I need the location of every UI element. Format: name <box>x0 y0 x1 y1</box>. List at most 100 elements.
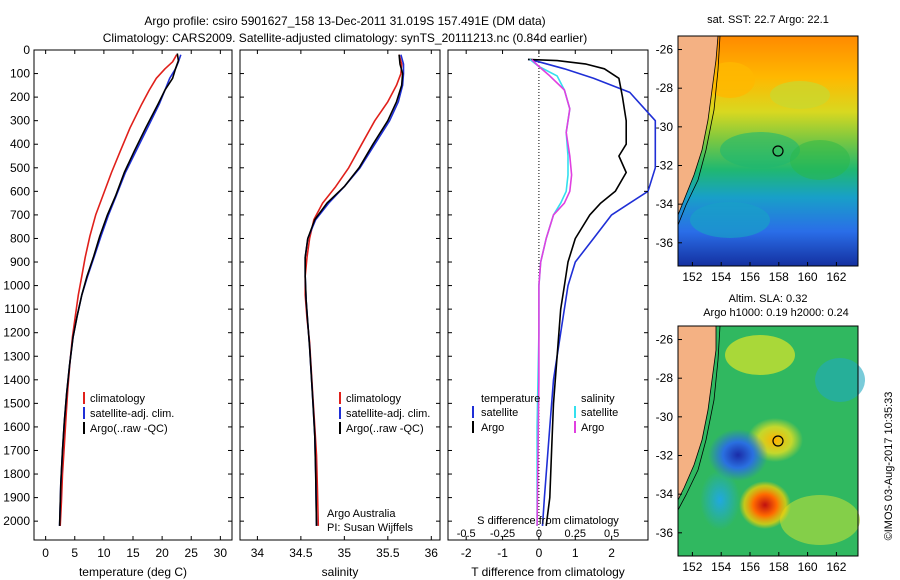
salinity-panel <box>239 49 441 541</box>
sla-map: Altim. SLA: 0.32 Argo h1000: 0.19 h2000:… <box>656 293 865 574</box>
x-tick-label: -2 <box>461 546 472 560</box>
salinity-legend: climatology satellite-adj. clim. Argo(..… <box>327 392 430 534</box>
sla-map-title-1: Altim. SLA: 0.32 <box>729 293 808 305</box>
map-lat-label: -36 <box>656 526 674 540</box>
x-tick-label: 30 <box>214 546 228 560</box>
difference-legend: temperature salinity satellite Argo sate… <box>472 393 618 434</box>
series-line <box>59 54 178 526</box>
map-lat-label: -32 <box>656 158 674 172</box>
legend-header-salinity: salinity <box>581 393 615 405</box>
legend-climatology: climatology <box>90 393 146 405</box>
map-lat-label: -28 <box>656 371 674 385</box>
x-tick-label: 2 <box>608 546 615 560</box>
x-tick-label: 34 <box>251 546 265 560</box>
annotation-argo-australia: Argo Australia <box>327 508 396 520</box>
series-line <box>527 58 628 527</box>
temperature-xlabel: temperature (deg C) <box>79 565 187 579</box>
map-lat-label: -26 <box>656 333 674 347</box>
legend-s-satellite: satellite <box>581 407 618 419</box>
x-tick-label: 10 <box>97 546 111 560</box>
depth-tick-label: 300 <box>10 114 30 128</box>
depth-tick-label: 800 <box>10 231 30 245</box>
map-lon-label: 152 <box>682 560 702 574</box>
map-lon-label: 152 <box>682 270 702 284</box>
s-tick-label: 0.5 <box>604 528 619 540</box>
depth-tick-label: 600 <box>10 184 30 198</box>
depth-tick-label: 1500 <box>3 396 30 410</box>
s-tick-label: 0.25 <box>565 528 586 540</box>
x-tick-label: 36 <box>425 546 439 560</box>
series-line <box>304 54 404 526</box>
series-line <box>527 58 657 526</box>
map-lon-label: 156 <box>740 560 760 574</box>
map-lat-label: -34 <box>656 197 674 211</box>
map-lon-label: 156 <box>740 270 760 284</box>
map-lon-label: 158 <box>769 560 789 574</box>
legend-satellite-adj: satellite-adj. clim. <box>90 408 174 420</box>
x-tick-label: 35.5 <box>376 546 400 560</box>
salinity-xlabel: salinity <box>322 565 359 579</box>
depth-tick-label: 1000 <box>3 279 30 293</box>
depth-tick-label: 1800 <box>3 467 30 481</box>
s-difference-label: S difference from climatology <box>477 515 619 527</box>
depth-tick-label: 2000 <box>3 514 30 528</box>
temperature-panel <box>33 49 233 541</box>
x-tick-label: 0 <box>42 546 49 560</box>
legend-argo: Argo(..raw -QC) <box>346 423 424 435</box>
series-line <box>531 58 573 526</box>
legend-climatology: climatology <box>346 393 402 405</box>
depth-tick-label: 400 <box>10 137 30 151</box>
temperature-legend: climatology satellite-adj. clim. Argo(..… <box>83 392 174 435</box>
map-lat-label: -32 <box>656 448 674 462</box>
legend-t-satellite: satellite <box>481 407 518 419</box>
depth-tick-label: 1200 <box>3 326 30 340</box>
title-line-2: Climatology: CARS2009. Satellite-adjuste… <box>103 31 587 45</box>
map-lat-label: -36 <box>656 236 674 250</box>
x-tick-label: -1 <box>497 546 508 560</box>
sla-map-title-2: Argo h1000: 0.19 h2000: 0.24 <box>703 307 849 319</box>
depth-tick-label: 1100 <box>4 302 30 316</box>
depth-tick-label: 1400 <box>3 373 30 387</box>
depth-tick-label: 500 <box>10 161 30 175</box>
depth-tick-label: 900 <box>10 255 30 269</box>
x-tick-label: 35 <box>338 546 352 560</box>
x-tick-label: 1 <box>572 546 579 560</box>
x-tick-label: 0 <box>536 546 543 560</box>
difference-panel <box>447 49 649 541</box>
map-lat-label: -30 <box>656 120 674 134</box>
x-tick-label: 15 <box>126 546 140 560</box>
depth-tick-label: 200 <box>10 90 30 104</box>
map-lat-label: -30 <box>656 410 674 424</box>
depth-tick-label: 100 <box>10 67 30 81</box>
legend-argo: Argo(..raw -QC) <box>90 423 168 435</box>
sst-map: sat. SST: 22.7 Argo: 22.1 152 154 156 158 16… <box>656 14 859 284</box>
legend-header-temperature: temperature <box>481 393 540 405</box>
map-lon-label: 154 <box>711 270 731 284</box>
map-lat-label: -28 <box>656 81 674 95</box>
map-lon-label: 160 <box>798 560 818 574</box>
x-tick-label: 34.5 <box>289 546 313 560</box>
map-lat-label: -26 <box>656 43 674 57</box>
legend-s-argo: Argo <box>581 422 604 434</box>
x-tick-label: 5 <box>71 546 78 560</box>
t-difference-xlabel: T difference from climatology <box>471 565 625 579</box>
title-line-1: Argo profile: csiro 5901627_158 13-Dec-2… <box>144 14 545 28</box>
depth-tick-label: 1700 <box>3 443 30 457</box>
argo-position-marker <box>772 145 784 157</box>
x-tick-label: 25 <box>185 546 199 560</box>
legend-satellite-adj: satellite-adj. clim. <box>346 408 430 420</box>
map-lon-label: 160 <box>798 270 818 284</box>
s-tick-label: -0.25 <box>490 528 515 540</box>
map-lat-label: -34 <box>656 487 674 501</box>
annotation-pi: PI: Susan Wijffels <box>327 522 413 534</box>
series-line <box>58 53 180 526</box>
map-lon-label: 162 <box>826 560 846 574</box>
legend-t-argo: Argo <box>481 422 504 434</box>
map-lon-label: 162 <box>826 270 846 284</box>
map-lon-label: 154 <box>711 560 731 574</box>
argo-position-marker-sla <box>772 435 784 447</box>
depth-tick-label: 1900 <box>3 491 30 505</box>
depth-tick-label: 0 <box>23 43 30 57</box>
s-tick-label: -0.5 <box>457 528 476 540</box>
